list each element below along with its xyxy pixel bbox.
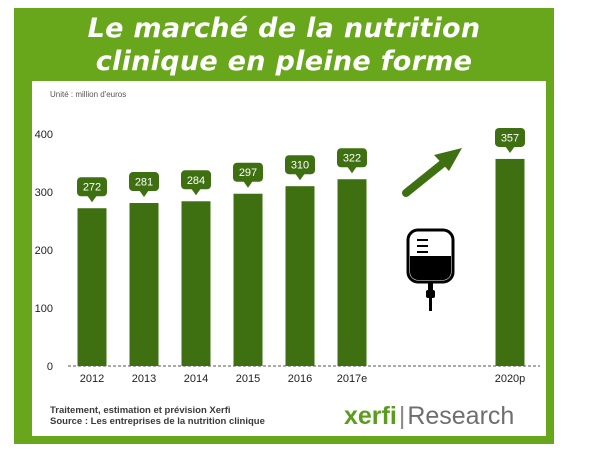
bar xyxy=(337,179,367,366)
x-tick-label: 2012 xyxy=(80,373,104,385)
bar xyxy=(285,186,315,366)
y-axis: 0 100 200 300 400 xyxy=(35,129,53,373)
callout-bubble xyxy=(495,127,525,147)
title-line-1: Le marché de la nutrition xyxy=(87,13,481,44)
x-tick-label: 2014 xyxy=(184,373,208,385)
callout-bubble xyxy=(77,177,107,197)
callout-pointer xyxy=(505,145,515,153)
callout-bubble xyxy=(285,155,315,175)
callout-pointer xyxy=(87,195,97,203)
bar xyxy=(77,208,107,366)
callout-pointer xyxy=(295,173,305,181)
x-axis: 2012 2013 2014 2015 2016 2017e 2020p xyxy=(80,373,526,385)
value-callout: 357 xyxy=(495,127,525,153)
data-label: 297 xyxy=(239,167,257,179)
x-tick-label: 2015 xyxy=(236,373,260,385)
callout-bubble xyxy=(337,148,367,168)
up-arrow-icon xyxy=(402,148,462,197)
data-label: 310 xyxy=(291,160,309,172)
callout-bubble xyxy=(181,170,211,190)
iv-drip-bag-icon xyxy=(406,228,455,311)
value-callout: 284 xyxy=(181,170,211,196)
y-tick-label: 400 xyxy=(35,129,53,141)
value-callout: 310 xyxy=(285,155,315,181)
bar xyxy=(233,193,263,366)
x-tick-label: 2016 xyxy=(288,373,312,385)
footnote-line-2: Source : Les entreprises de la nutrition… xyxy=(50,416,265,427)
bar xyxy=(495,158,525,366)
callout-pointer xyxy=(191,188,201,196)
callout-pointer xyxy=(347,166,357,174)
y-tick-label: 0 xyxy=(47,361,53,373)
callout-pointer xyxy=(243,180,253,188)
bar xyxy=(129,203,159,366)
x-tick-label: 2020p xyxy=(495,373,526,385)
y-tick-label: 300 xyxy=(35,187,53,199)
x-tick-label: 2017e xyxy=(337,373,368,385)
value-callout: 272 xyxy=(77,177,107,203)
data-label: 284 xyxy=(187,175,205,187)
xerfi-research-logo: xerfi|Research xyxy=(344,401,514,431)
bars: 272 281 284 297 310 322 357 xyxy=(77,127,525,366)
logo-separator: | xyxy=(398,402,406,430)
value-callout: 322 xyxy=(337,148,367,174)
x-tick-label: 2013 xyxy=(132,373,156,385)
title-line-2: clinique en pleine forme xyxy=(95,46,473,77)
data-label: 357 xyxy=(501,132,519,144)
callout-bubble xyxy=(129,172,159,192)
y-tick-label: 200 xyxy=(35,245,53,257)
y-tick-label: 100 xyxy=(35,303,53,315)
data-label: 281 xyxy=(135,177,153,189)
bar xyxy=(181,201,211,366)
logo-xerfi: xerfi xyxy=(344,402,397,430)
value-callout: 281 xyxy=(129,172,159,198)
callout-pointer xyxy=(139,190,149,198)
value-callout: 297 xyxy=(233,162,263,188)
data-label: 272 xyxy=(83,182,101,194)
data-label: 322 xyxy=(343,153,361,165)
logo-research: Research xyxy=(407,402,515,430)
footnote-line-1: Traitement, estimation et prévision Xerf… xyxy=(50,405,231,416)
unit-label: Unité : million d'euros xyxy=(50,90,126,99)
callout-bubble xyxy=(233,162,263,182)
chart-title: Le marché de la nutrition clinique en pl… xyxy=(14,12,554,78)
